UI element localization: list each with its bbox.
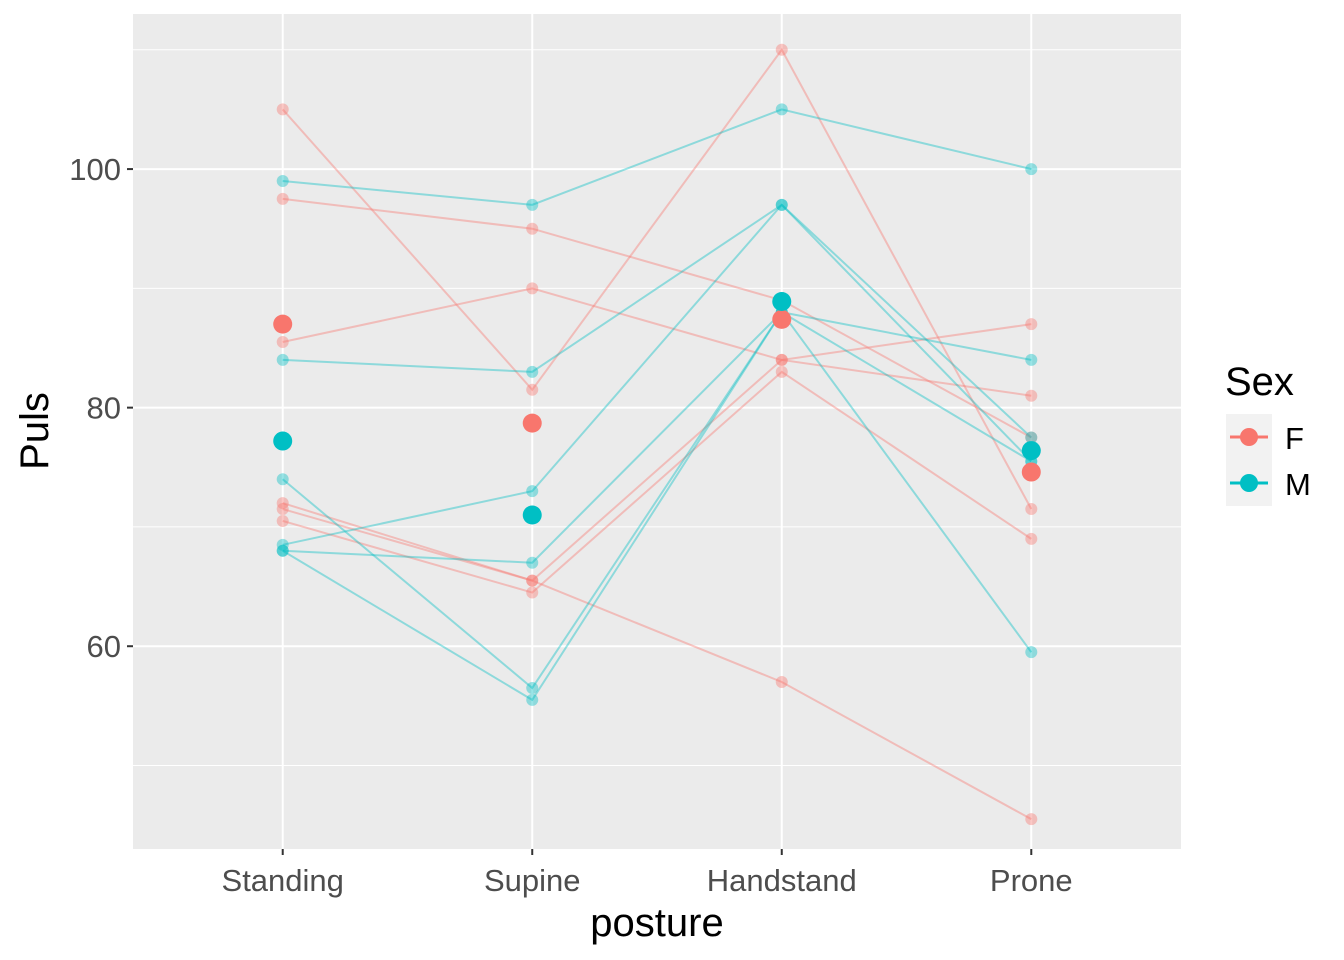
legend-label-m: M bbox=[1285, 467, 1311, 502]
mean-point-m bbox=[273, 431, 293, 451]
subject-point-f bbox=[526, 383, 539, 396]
subject-point-f bbox=[775, 676, 788, 688]
mean-point-m bbox=[1021, 441, 1041, 461]
subject-point-f bbox=[775, 353, 788, 366]
y-axis-title: Puls bbox=[13, 392, 57, 470]
x-tick-label: Handstand bbox=[707, 863, 857, 898]
subject-point-m bbox=[1025, 431, 1038, 444]
subject-point-m bbox=[1025, 646, 1038, 659]
mean-point-f bbox=[772, 309, 792, 329]
subject-point-f bbox=[526, 282, 539, 295]
x-tick-label: Prone bbox=[990, 863, 1073, 898]
subject-point-f bbox=[1025, 389, 1038, 402]
subject-point-m bbox=[526, 198, 539, 211]
subject-point-f bbox=[276, 497, 289, 510]
subject-line-f bbox=[282, 197, 1032, 439]
subject-point-f bbox=[276, 514, 289, 527]
subject-line-m bbox=[282, 310, 1032, 702]
subject-point-m bbox=[775, 198, 788, 211]
subject-line-f bbox=[281, 47, 1033, 510]
y-tick-label: 60 bbox=[87, 629, 121, 664]
plot-panel bbox=[133, 14, 1181, 849]
major-gridlines bbox=[133, 14, 1181, 849]
subject-line-f bbox=[282, 287, 1032, 361]
subject-point-f bbox=[1025, 532, 1038, 545]
x-tick-label: Supine bbox=[484, 863, 581, 898]
subject-point-f bbox=[276, 103, 289, 116]
subject-point-f bbox=[526, 574, 539, 587]
subject-line-f bbox=[282, 370, 1032, 594]
legend-label-f: F bbox=[1285, 421, 1304, 456]
subject-point-m bbox=[526, 485, 539, 498]
subject-line-f bbox=[282, 508, 1032, 821]
legend-title: Sex bbox=[1225, 360, 1294, 404]
subject-point-m bbox=[526, 693, 539, 706]
subject-line-m bbox=[282, 311, 1032, 564]
mean-point-f bbox=[273, 314, 293, 334]
legend-key-m-point bbox=[1240, 474, 1258, 492]
subject-line-m bbox=[282, 310, 1033, 690]
subject-point-f bbox=[526, 574, 539, 587]
subject-line-m bbox=[282, 203, 1033, 463]
subject-line-f bbox=[282, 358, 1032, 582]
mean-point-m bbox=[772, 291, 792, 311]
subject-point-f bbox=[276, 336, 289, 349]
subject-point-f bbox=[526, 222, 539, 235]
minor-gridlines bbox=[133, 49, 1181, 766]
subject-point-f bbox=[775, 365, 788, 378]
subject-point-m bbox=[276, 544, 289, 557]
y-tick-label: 80 bbox=[87, 391, 121, 426]
subject-point-m bbox=[775, 103, 788, 116]
subject-point-f bbox=[276, 192, 289, 205]
mean-point-f bbox=[1021, 462, 1041, 482]
subject-point-f bbox=[1025, 813, 1038, 826]
subject-point-f bbox=[775, 353, 788, 366]
y-axis-ticks: 60 80 100 bbox=[69, 152, 133, 664]
subject-point-m bbox=[526, 365, 539, 378]
subject-lines bbox=[281, 47, 1033, 821]
subject-point-f bbox=[1025, 431, 1038, 444]
subject-point-m bbox=[276, 473, 289, 486]
subject-line-m bbox=[282, 108, 1032, 206]
subject-point-m bbox=[276, 538, 289, 551]
subject-point-m bbox=[1025, 163, 1038, 176]
subject-point-m bbox=[276, 544, 289, 557]
subject-point-f bbox=[775, 43, 788, 56]
subject-point-m bbox=[526, 681, 539, 694]
legend-key-f-point bbox=[1240, 428, 1258, 446]
x-axis-title: posture bbox=[590, 901, 723, 945]
mean-points bbox=[273, 291, 1041, 525]
subject-point-m bbox=[1025, 353, 1038, 366]
x-axis-ticks: Standing Supine Handstand Prone bbox=[222, 849, 1073, 898]
subject-point-f bbox=[526, 586, 539, 599]
y-tick-label: 100 bbox=[69, 152, 121, 187]
x-tick-label: Standing bbox=[222, 863, 344, 898]
subject-point-f bbox=[1025, 318, 1038, 331]
subject-point-m bbox=[526, 556, 539, 569]
subject-point-f bbox=[276, 503, 289, 516]
subject-point-m bbox=[276, 353, 289, 366]
legend: Sex F M bbox=[1225, 360, 1311, 506]
subject-point-m bbox=[276, 175, 289, 187]
subject-point-f bbox=[1025, 503, 1038, 516]
subject-line-m bbox=[282, 203, 1032, 546]
mean-point-f bbox=[522, 413, 542, 433]
subject-point-m bbox=[775, 198, 788, 211]
mean-point-m bbox=[522, 505, 542, 525]
